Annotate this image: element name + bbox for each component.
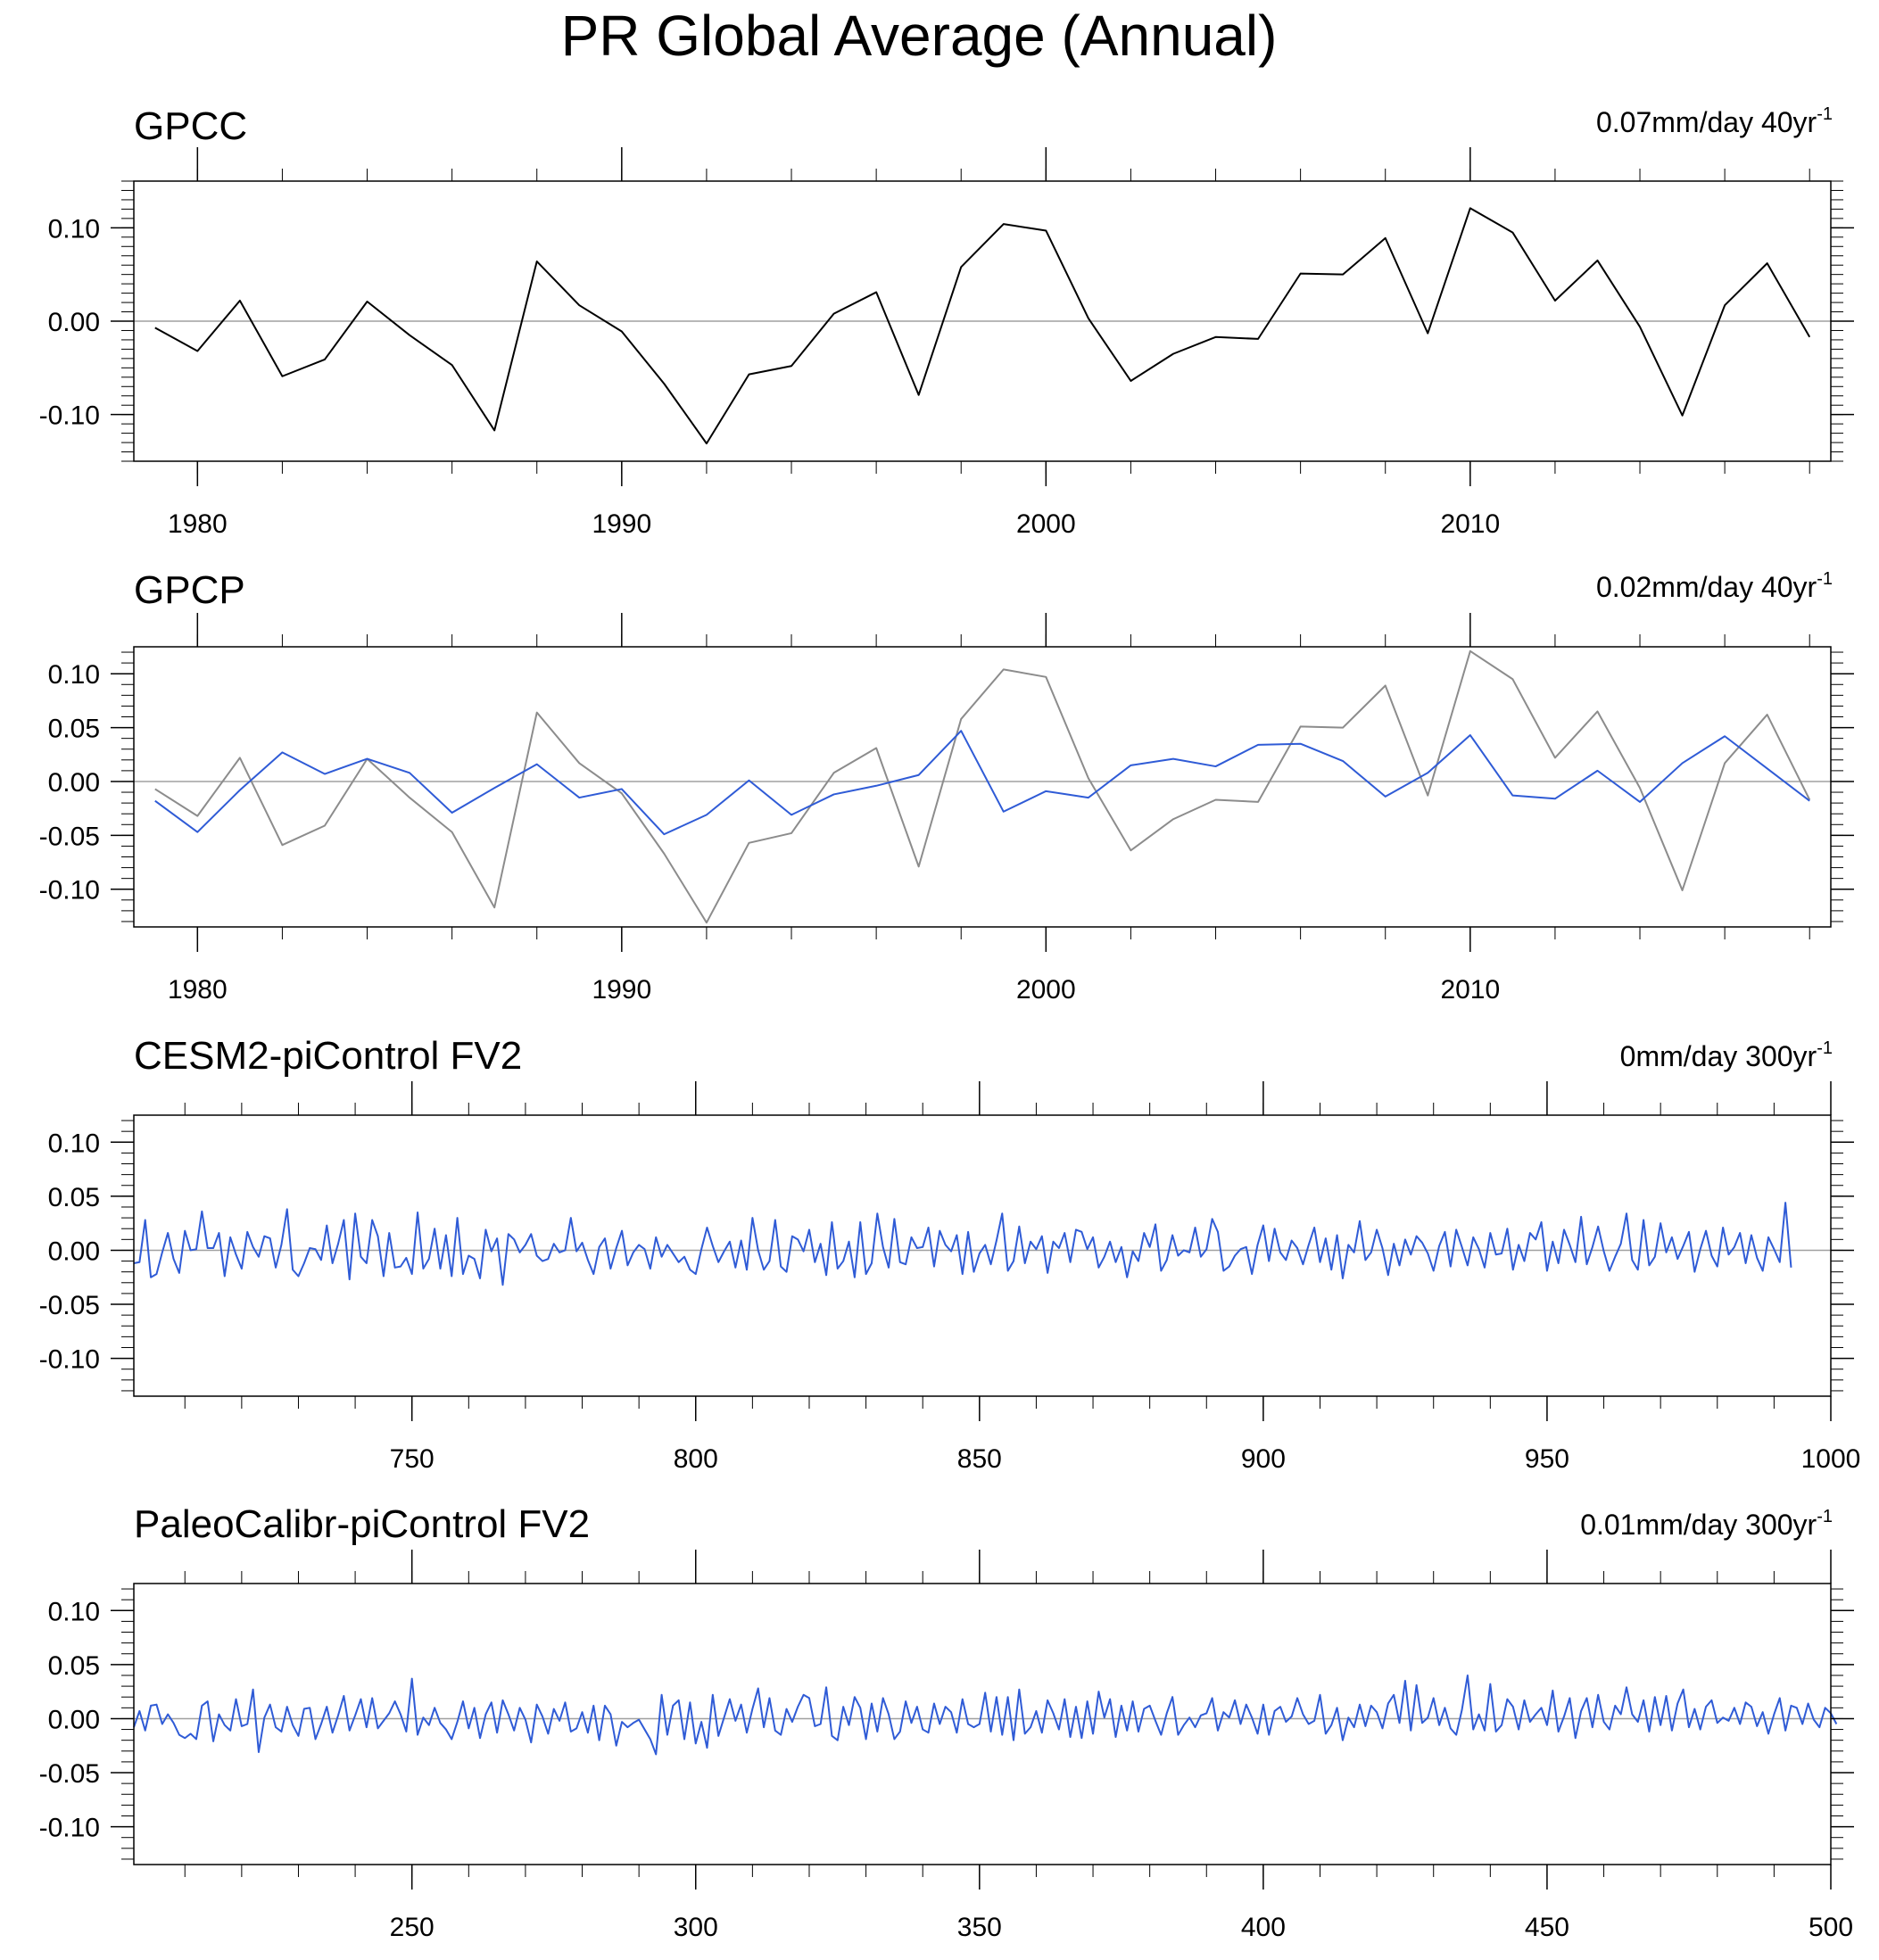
gpcc-y-tick-label: 0.00 [48, 308, 100, 337]
trend-text-gpcp: 0.02mm/day 40yr [1596, 571, 1817, 603]
paleocalibr-y-tick-label: 0.00 [48, 1705, 100, 1734]
gpcp-series-ref-line [154, 649, 1811, 924]
panel-gpcc: GPCC 0.07mm/day 40yr-1 0.10 0.00 -0.10 1980… [39, 104, 1854, 539]
paleocalibr-x-tick-label: 350 [957, 1913, 1002, 1942]
panel-title-cesm2: CESM2-piControl FV2 [134, 1034, 522, 1078]
panel-title-gpcc: GPCC [134, 104, 247, 148]
gpcc-series-obs-line [154, 207, 1811, 445]
paleocalibr-plot-frame [133, 1583, 1832, 1865]
gpcp-x-tick-label: 1980 [168, 975, 228, 1005]
gpcp-y-tick-label: -0.10 [39, 876, 100, 906]
figure-title: PR Global Average (Annual) [561, 4, 1278, 68]
paleocalibr-series-model-line [133, 1674, 1838, 1756]
cesm2-plot-frame [133, 1114, 1832, 1397]
gpcc-y-tick-label: 0.10 [48, 214, 100, 244]
panel-gpcp: GPCP 0.02mm/day 40yr-1 0.10 0.05 0.00 -0.05… [39, 568, 1854, 1005]
cesm2-y-tick-label: -0.05 [39, 1291, 100, 1320]
cesm2-y-tick-label: 0.00 [48, 1236, 100, 1266]
trend-exponent-gpcp: -1 [1817, 569, 1833, 589]
gpcp-y-tick-label: 0.10 [48, 660, 100, 690]
panel-cesm2: CESM2-piControl FV2 0mm/day 300yr-1 0.10… [39, 1034, 1861, 1474]
cesm2-x-tick-label: 800 [674, 1444, 718, 1474]
paleocalibr-x-tick-label: 500 [1809, 1913, 1853, 1942]
cesm2-y-tick-label: 0.10 [48, 1129, 100, 1158]
trend-label-cesm2: 0mm/day 300yr-1 [1620, 1038, 1833, 1072]
paleocalibr-y-tick-label: 0.05 [48, 1651, 100, 1681]
panel-paleocalibr: PaleoCalibr-piControl FV2 0.01mm/day 300… [39, 1502, 1854, 1942]
paleocalibr-x-tick-label: 250 [390, 1913, 435, 1942]
cesm2-series-model-line [133, 1202, 1792, 1286]
gpcc-x-tick-label: 2010 [1440, 509, 1500, 539]
gpcp-plot-frame [133, 646, 1832, 928]
plot-gpcc: 0.10 0.00 -0.10 1980 1990 2000 2010 [39, 147, 1854, 539]
gpcp-series-model-line [154, 730, 1810, 836]
gpcp-x-tick-label: 1990 [592, 975, 651, 1005]
paleocalibr-y-tick-label: -0.05 [39, 1759, 100, 1789]
gpcp-x-tick-label: 2000 [1016, 975, 1076, 1005]
trend-exponent-paleocalibr: -1 [1817, 1507, 1833, 1526]
cesm2-x-tick-label: 1000 [1801, 1444, 1861, 1474]
paleocalibr-x-tick-label: 300 [674, 1913, 718, 1942]
trend-exponent-cesm2: -1 [1817, 1038, 1833, 1058]
gpcc-x-tick-label: 1980 [168, 509, 228, 539]
gpcc-x-tick-label: 1990 [592, 509, 651, 539]
panel-title-gpcp: GPCP [134, 568, 245, 612]
gpcp-y-tick-label: 0.00 [48, 768, 100, 798]
trend-label-gpcc: 0.07mm/day 40yr-1 [1596, 104, 1833, 138]
trend-label-gpcp: 0.02mm/day 40yr-1 [1596, 569, 1833, 603]
cesm2-y-tick-label: -0.10 [39, 1345, 100, 1375]
plot-paleocalibr: 0.10 0.05 0.00 -0.05 -0.10 250 300 350 400 450 500 [39, 1550, 1854, 1942]
gpcp-x-tick-label: 2010 [1440, 975, 1500, 1005]
gpcc-x-tick-label: 2000 [1016, 509, 1076, 539]
gpcc-y-tick-label: -0.10 [39, 401, 100, 431]
cesm2-x-tick-label: 900 [1241, 1444, 1286, 1474]
trend-text-gpcc: 0.07mm/day 40yr [1596, 106, 1817, 138]
trend-text-paleocalibr: 0.01mm/day 300yr [1580, 1509, 1817, 1541]
trend-exponent-gpcc: -1 [1817, 104, 1833, 124]
paleocalibr-y-tick-label: -0.10 [39, 1814, 100, 1843]
plot-gpcp: 0.10 0.05 0.00 -0.05 -0.10 1980 1990 2000 2010 [39, 613, 1854, 1005]
paleocalibr-y-tick-label: 0.10 [48, 1597, 100, 1626]
trend-label-paleocalibr: 0.01mm/day 300yr-1 [1580, 1507, 1833, 1541]
cesm2-x-tick-label: 750 [390, 1444, 435, 1474]
gpcp-y-tick-label: -0.05 [39, 822, 100, 851]
paleocalibr-x-tick-label: 450 [1525, 1913, 1569, 1942]
cesm2-x-tick-label: 950 [1525, 1444, 1569, 1474]
paleocalibr-x-tick-label: 400 [1241, 1913, 1286, 1942]
cesm2-x-tick-label: 850 [957, 1444, 1002, 1474]
gpcp-y-tick-label: 0.05 [48, 715, 100, 744]
panel-title-paleocalibr: PaleoCalibr-piControl FV2 [134, 1502, 590, 1546]
trend-text-cesm2: 0mm/day 300yr [1620, 1040, 1817, 1072]
plot-cesm2: 0.10 0.05 0.00 -0.05 -0.10 750 800 850 900 950 100… [39, 1081, 1861, 1474]
cesm2-y-tick-label: 0.05 [48, 1183, 100, 1212]
